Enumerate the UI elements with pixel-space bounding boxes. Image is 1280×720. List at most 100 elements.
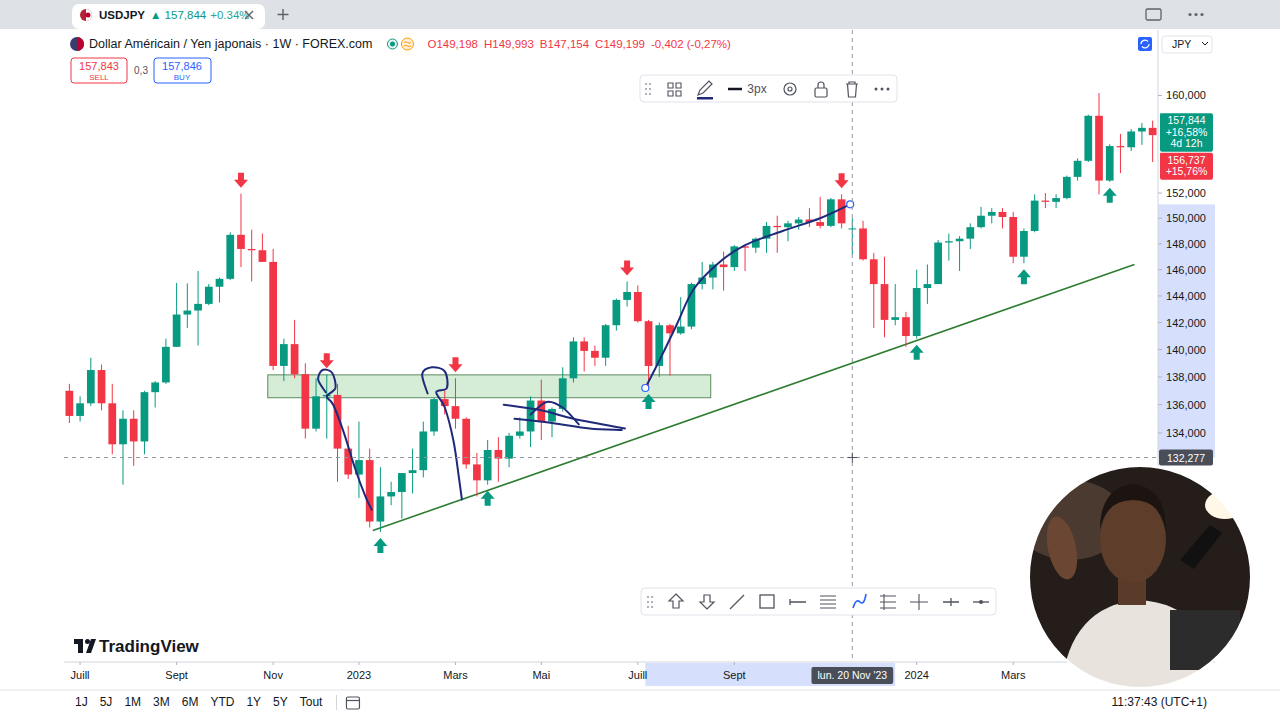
candle-body [773,226,781,227]
x-tick [455,662,456,665]
grip-dot [651,606,653,608]
range-button[interactable]: YTD [210,695,234,709]
tool-trendline[interactable] [730,595,744,609]
y-tick-label: 138,000 [1166,371,1206,383]
candle-body [902,317,910,336]
range-button[interactable]: 6M [182,695,199,709]
candle-body [151,382,159,392]
price-label-text: +15,76% [1166,165,1208,177]
color-icon[interactable] [698,81,712,95]
y-tick [1158,269,1162,270]
candle-body [999,212,1007,217]
range-button[interactable]: 1M [124,695,141,709]
candle-wick [1120,134,1121,173]
range-button[interactable]: 3M [153,695,170,709]
ohlc-value: C149,199 [595,38,645,50]
y-tick-label: 134,000 [1166,427,1206,439]
sell-button[interactable] [71,58,127,83]
active-tab[interactable] [72,4,265,29]
drawing-handle[interactable] [642,384,649,391]
y-tick [1158,404,1162,405]
more-dot[interactable] [875,88,878,91]
candle-body [677,327,685,334]
tool-up-arrow[interactable] [669,594,683,608]
line-style-icon[interactable] [728,88,742,91]
x-tick-label: Juill [628,669,647,681]
candle-wick [959,236,960,271]
candle-body [848,228,856,229]
candle-body [1063,177,1071,198]
tool-ray[interactable] [790,599,806,605]
window-icon[interactable] [1146,9,1161,20]
logo-mark [78,639,83,653]
candle-wick [498,437,499,482]
sync-icon[interactable] [1138,37,1152,51]
candle-body [87,370,95,403]
menu-dot[interactable] [1200,13,1203,16]
more-dot[interactable] [881,88,884,91]
hand-drawing [318,370,372,510]
candle-body [559,378,567,409]
currency-select[interactable] [1162,36,1212,53]
laptop [1170,610,1240,670]
tool-cross[interactable] [910,594,928,610]
color-swatch[interactable] [697,97,713,100]
candle-body [859,228,867,259]
template-icon[interactable] [668,83,681,96]
tab-close[interactable] [245,11,253,19]
candle-body [387,492,395,496]
tool-down-arrow[interactable] [700,595,714,609]
grip-dot [649,83,651,85]
price-label-text: 4d 12h [1170,137,1202,149]
price-label-box [1160,113,1213,151]
candle-body [570,341,578,378]
x-tick-label: Mars [443,669,468,681]
sync-icon-mark [1141,40,1149,48]
line-width[interactable]: 3px [747,82,766,96]
chart-title: Dollar Américain / Yen japonais · 1W · F… [89,37,372,51]
sell-price: 157,843 [79,60,119,72]
data-status-mark [404,42,411,47]
buy-arrow [1017,269,1031,284]
market-status [387,39,397,49]
candle-body [1084,116,1092,161]
range-button[interactable]: 1J [75,695,88,709]
buy-button[interactable] [154,58,211,83]
settings-icon[interactable] [784,83,796,95]
tool-brush[interactable] [853,594,866,608]
candle-body [934,243,942,285]
menu-dot[interactable] [1188,13,1191,16]
delete-icon[interactable] [846,82,858,97]
logo-mark [85,639,90,644]
tool-rectangle[interactable] [760,595,774,608]
y-tick-label: 140,000 [1166,344,1206,356]
sell-arrow [234,173,248,188]
new-tab[interactable] [278,9,289,20]
lock-icon[interactable] [815,88,827,97]
range-button[interactable]: Tout [300,695,323,709]
tool-pitchfork[interactable] [880,594,896,610]
y-tick-label: 150,000 [1166,212,1206,224]
calendar-icon[interactable] [346,697,359,709]
candle-wick [455,378,456,428]
menu-dot[interactable] [1194,13,1197,16]
tab-change: +0.34% [210,9,249,21]
tool-fib[interactable] [820,596,836,608]
more-dot[interactable] [887,88,890,91]
x-tick [637,662,638,665]
x-tick-label: Mars [1001,669,1026,681]
candle-body [108,403,116,444]
range-button[interactable]: 1Y [246,695,261,709]
settings-icon-core [788,87,792,91]
range-button[interactable]: 5J [100,695,113,709]
candle-body [280,344,288,366]
candle-wick [1152,121,1153,162]
tool-measure[interactable] [943,598,959,606]
grip-dot [647,606,649,608]
candle-body [795,220,803,224]
hand-drawing [645,204,850,388]
x-tick-label: Sept [723,669,746,681]
x-range-band [645,663,895,686]
range-button[interactable]: 5Y [273,695,288,709]
candle-body [259,250,267,262]
